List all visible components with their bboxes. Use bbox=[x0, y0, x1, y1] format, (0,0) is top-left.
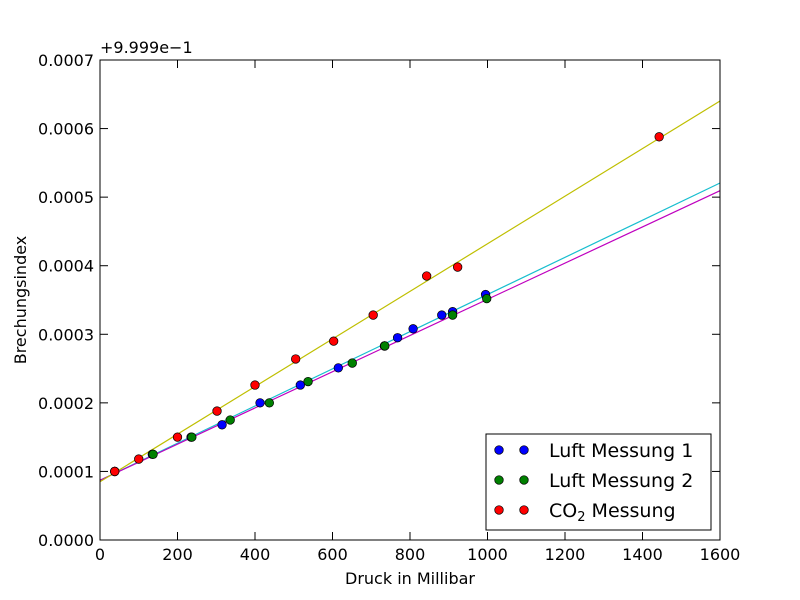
data-point-series-1 bbox=[217, 420, 227, 430]
data-point-series-3 bbox=[212, 406, 222, 416]
x-tick-label: 400 bbox=[240, 545, 271, 564]
data-point-series-3 bbox=[329, 336, 339, 346]
x-tick-label: 0 bbox=[95, 545, 105, 564]
data-point-series-2 bbox=[187, 432, 197, 442]
data-point-series-1 bbox=[255, 398, 265, 408]
x-tick-label: 800 bbox=[395, 545, 426, 564]
data-point-series-3 bbox=[110, 466, 120, 477]
legend-label: CO2 Messung bbox=[549, 500, 676, 525]
data-point-series-2 bbox=[482, 293, 492, 304]
legend-label: Luft Messung 1 bbox=[549, 440, 693, 462]
axis-ticks: 0 200 400 600 800 1000 1200 1400 1600 0.0000 0.000… bbox=[38, 51, 740, 564]
data-point-series-3 bbox=[453, 262, 463, 272]
data-point-series-3 bbox=[654, 132, 664, 142]
data-point-series-2 bbox=[347, 358, 357, 368]
data-point-series-3 bbox=[134, 454, 144, 464]
x-tick-label: 1400 bbox=[622, 545, 663, 564]
fit-line-series-2 bbox=[99, 190, 721, 481]
x-tick-label: 1200 bbox=[545, 545, 586, 564]
data-point-series-1 bbox=[408, 324, 418, 334]
data-point-series-1 bbox=[437, 310, 447, 320]
y-tick-label: 0.0004 bbox=[38, 257, 94, 276]
legend-label: Luft Messung 2 bbox=[549, 470, 693, 492]
legend-marker bbox=[494, 445, 504, 455]
data-point-series-2 bbox=[447, 310, 458, 320]
data-point-series-3 bbox=[368, 310, 378, 320]
x-tick-label: 200 bbox=[162, 545, 193, 564]
y-axis-label: Brechungsindex bbox=[11, 236, 30, 365]
x-tick-label: 1600 bbox=[700, 545, 741, 564]
data-point-series-3 bbox=[172, 432, 183, 442]
x-tick-label: 600 bbox=[317, 545, 348, 564]
data-point-series-1 bbox=[295, 380, 305, 390]
y-tick-label: 0.0005 bbox=[38, 188, 94, 207]
legend-marker bbox=[519, 475, 529, 485]
y-tick-label: 0.0001 bbox=[38, 462, 94, 481]
data-point-series-3 bbox=[250, 380, 260, 390]
fit-lines bbox=[99, 100, 721, 483]
data-point-series-3 bbox=[291, 354, 301, 364]
data-point-series-2 bbox=[225, 415, 235, 425]
y-tick-label: 0.0000 bbox=[38, 531, 94, 550]
y-tick-label: 0.0002 bbox=[38, 394, 94, 413]
y-tick-label: 0.0003 bbox=[38, 325, 94, 344]
y-tick-label: 0.0006 bbox=[38, 120, 94, 139]
legend-marker bbox=[519, 445, 529, 455]
x-tick-label: 1000 bbox=[467, 545, 508, 564]
legend-marker bbox=[494, 505, 504, 515]
data-point-series-3 bbox=[422, 271, 432, 281]
data-point-series-1 bbox=[392, 333, 403, 343]
data-point-series-2 bbox=[380, 341, 390, 351]
legend: Luft Messung 1 Luft Messung 2 CO2 Messung bbox=[485, 433, 712, 531]
data-point-series-1 bbox=[333, 363, 343, 373]
legend-marker bbox=[519, 505, 529, 515]
data-point-series-2 bbox=[148, 449, 158, 459]
data-point-series-2 bbox=[303, 376, 313, 387]
y-offset-label: +9.999e−1 bbox=[100, 38, 193, 57]
legend-marker bbox=[494, 475, 504, 485]
fit-line-series-3 bbox=[99, 100, 721, 483]
data-points bbox=[110, 132, 664, 477]
data-point-series-2 bbox=[264, 398, 274, 408]
y-tick-label: 0.0007 bbox=[38, 51, 94, 70]
x-axis-label: Druck in Millibar bbox=[345, 569, 475, 588]
